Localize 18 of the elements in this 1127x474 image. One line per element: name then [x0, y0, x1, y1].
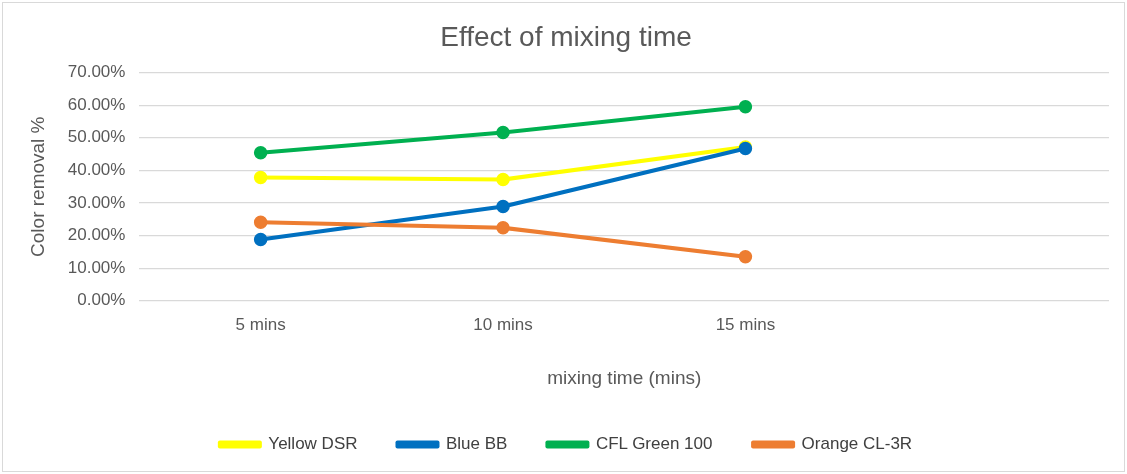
y-tick-label: 50.00%	[67, 127, 126, 147]
legend-label: CFL Green 100	[595, 434, 713, 454]
legend-label: Blue BB	[445, 434, 508, 454]
y-axis-title: Color removal %	[26, 116, 48, 257]
y-tick-label: 30.00%	[67, 192, 126, 212]
y-tick-label: 0.00%	[77, 290, 126, 310]
legend-label: Orange CL-3R	[801, 434, 913, 454]
x-tick-label: 15 mins	[715, 314, 776, 334]
x-tick-label: 5 mins	[235, 314, 286, 334]
y-tick-label: 10.00%	[67, 257, 126, 277]
x-axis-title: mixing time (mins)	[547, 366, 702, 388]
legend-label: Yellow DSR	[268, 434, 358, 454]
chart-title: Effect of mixing time	[440, 20, 692, 52]
x-tick-label: 10 mins	[473, 314, 533, 334]
y-tick-label: 70.00%	[67, 62, 126, 82]
y-tick-label: 40.00%	[67, 160, 126, 180]
y-tick-label: 20.00%	[67, 225, 126, 245]
y-tick-label: 60.00%	[67, 94, 126, 114]
